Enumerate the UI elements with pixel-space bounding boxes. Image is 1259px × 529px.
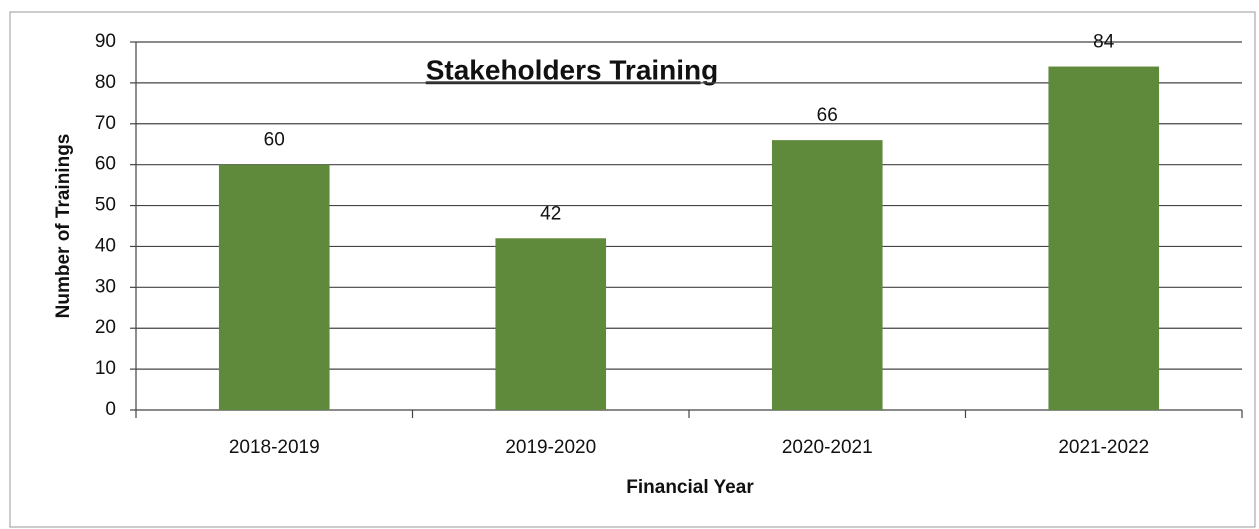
y-tick-label: 70 (95, 113, 116, 134)
y-tick-label: 80 (95, 72, 116, 93)
x-tick-label: 2020-2021 (782, 437, 873, 458)
x-tick-label: 2021-2022 (1058, 437, 1149, 458)
x-axis-label: Financial Year (626, 477, 754, 498)
y-tick-label: 40 (95, 235, 116, 256)
chart-border (9, 11, 1256, 528)
y-tick-label: 50 (95, 195, 116, 216)
y-tick-label: 30 (95, 276, 116, 297)
y-tick-label: 10 (95, 358, 116, 379)
data-label: 84 (1093, 32, 1115, 53)
data-label: 66 (817, 105, 838, 126)
bar (771, 140, 883, 410)
data-label: 60 (264, 130, 285, 151)
y-tick-label: 20 (95, 317, 116, 338)
bar (1048, 66, 1160, 411)
x-tick-label: 2018-2019 (229, 437, 320, 458)
y-tick-label: 60 (95, 154, 116, 175)
y-axis-label: Number of Trainings (53, 134, 74, 319)
chart-title: Stakeholders Training (426, 54, 719, 85)
data-label: 42 (540, 203, 561, 224)
x-tick-label: 2019-2020 (505, 437, 596, 458)
bar (495, 238, 607, 410)
y-tick-label: 0 (105, 399, 116, 420)
bar (218, 164, 330, 410)
y-tick-label: 90 (95, 31, 116, 52)
